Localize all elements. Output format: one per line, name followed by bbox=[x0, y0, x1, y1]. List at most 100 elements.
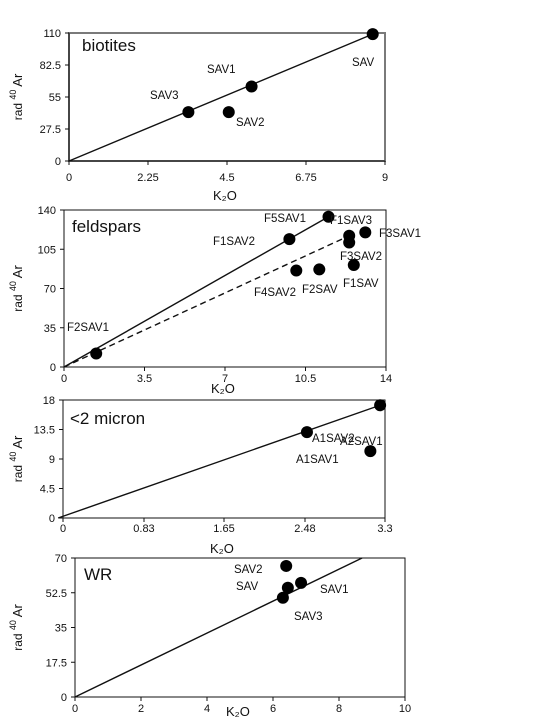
data-point bbox=[374, 399, 387, 412]
data-point bbox=[283, 233, 296, 246]
x-axis-label: K₂O bbox=[226, 704, 250, 719]
y-axis-label: rad 40 Ar bbox=[8, 73, 25, 120]
y-tick-label: 0 bbox=[49, 513, 55, 525]
point-label: SAV2 bbox=[234, 564, 263, 576]
chart-title: feldspars bbox=[72, 217, 141, 236]
x-tick-label: 0.83 bbox=[133, 523, 154, 535]
data-point bbox=[182, 106, 195, 119]
chart-panel-1: 0 27.5 55 82.5 110 0 2.25 4.5 6.75 9 SAV SAV1 SAV3 SA… bbox=[8, 28, 388, 203]
point-label: F2SAV bbox=[302, 284, 338, 296]
chart-panel-2: 0 35 70 105 140 0 3.5 7 10.5 14 F5SAV1 F1SAV2 F1SAV3… bbox=[8, 205, 421, 396]
data-point bbox=[222, 106, 235, 119]
x-tick-label: 4 bbox=[204, 703, 210, 715]
y-tick-label: 4.5 bbox=[40, 484, 55, 496]
point-label: F4SAV2 bbox=[254, 287, 296, 299]
data-point bbox=[359, 226, 372, 239]
x-axis-label: K₂O bbox=[213, 188, 237, 203]
data-point bbox=[343, 236, 356, 249]
x-tick-label: 6 bbox=[270, 703, 276, 715]
x-tick-label: 2.48 bbox=[294, 523, 315, 535]
point-label: A1SAV2 bbox=[312, 433, 355, 445]
y-tick-label: 18 bbox=[43, 395, 55, 407]
chart-title: <2 micron bbox=[70, 409, 145, 428]
point-label: SAV bbox=[352, 57, 374, 69]
x-tick-label: 0 bbox=[72, 703, 78, 715]
x-tick-label: 10.5 bbox=[295, 373, 316, 385]
x-tick-label: 0 bbox=[66, 172, 72, 184]
solid-regression-line bbox=[74, 557, 363, 698]
y-tick-label: 9 bbox=[49, 454, 55, 466]
y-tick-label: 105 bbox=[38, 244, 56, 256]
y-tick-label: 27.5 bbox=[40, 124, 61, 136]
x-tick-label: 10 bbox=[399, 703, 411, 715]
x-tick-label: 8 bbox=[336, 703, 342, 715]
x-axis-label: K₂O bbox=[210, 541, 234, 556]
data-point bbox=[313, 263, 326, 276]
data-point bbox=[245, 80, 258, 93]
x-tick-label: 2.25 bbox=[137, 172, 158, 184]
y-tick-label: 35 bbox=[44, 323, 56, 335]
point-label: F1SAV bbox=[343, 278, 379, 290]
point-label: SAV2 bbox=[236, 117, 265, 129]
y-tick-label: 55 bbox=[49, 92, 61, 104]
y-axis-label: rad 40 Ar bbox=[8, 265, 25, 312]
y-tick-label: 13.5 bbox=[34, 425, 55, 437]
data-point bbox=[295, 576, 308, 589]
x-tick-label: 7 bbox=[222, 373, 228, 385]
y-tick-label: 82.5 bbox=[40, 60, 61, 72]
data-point bbox=[290, 264, 303, 277]
y-tick-label: 70 bbox=[44, 284, 56, 296]
chart-panel-3: 0 4.5 9 13.5 18 0 0.83 1.65 2.48 3.3 A1SAV2 A1SAV1A… bbox=[8, 395, 393, 556]
x-tick-label: 0 bbox=[60, 523, 66, 535]
chart-title: WR bbox=[84, 565, 112, 584]
point-label: F5SAV1 bbox=[264, 213, 306, 225]
point-label: SAV1 bbox=[207, 64, 236, 76]
x-tick-label: 4.5 bbox=[219, 172, 234, 184]
point-label: A2SAV1 bbox=[340, 436, 383, 448]
y-tick-label: 0 bbox=[61, 692, 67, 704]
x-tick-label: 2 bbox=[138, 703, 144, 715]
y-tick-label: 140 bbox=[38, 205, 56, 217]
data-point bbox=[347, 258, 360, 271]
x-tick-label: 6.75 bbox=[295, 172, 316, 184]
data-point bbox=[364, 445, 377, 458]
chart-title: biotites bbox=[82, 36, 136, 55]
plot-frame bbox=[74, 557, 406, 698]
data-point bbox=[322, 210, 335, 223]
x-tick-label: 0 bbox=[61, 373, 67, 385]
chart-panel-4: 0 17.5 35 52.5 70 0 2 4 6 8 10 SAV2 SAV SAV1 SAV3 WR K₂O… bbox=[8, 553, 411, 719]
data-point bbox=[276, 591, 289, 604]
point-label: F1SAV2 bbox=[213, 236, 255, 248]
point-label: SAV3 bbox=[294, 611, 323, 623]
data-point bbox=[281, 581, 294, 594]
x-tick-label: 14 bbox=[380, 373, 392, 385]
x-tick-label: 3.5 bbox=[137, 373, 152, 385]
point-label: F3SAV2 bbox=[340, 251, 382, 263]
solid-regression-line bbox=[57, 404, 381, 519]
y-tick-label: 70 bbox=[55, 553, 67, 565]
point-label: SAV1 bbox=[320, 584, 349, 596]
dashed-regression-line bbox=[63, 235, 350, 368]
y-tick-label: 110 bbox=[43, 28, 61, 40]
x-axis-label: K₂O bbox=[211, 381, 235, 396]
y-tick-label: 52.5 bbox=[46, 588, 67, 600]
point-label: F3SAV1 bbox=[379, 228, 421, 240]
y-tick-label: 0 bbox=[50, 362, 56, 374]
solid-regression-line bbox=[68, 33, 373, 162]
x-tick-label: 9 bbox=[382, 172, 388, 184]
point-label: SAV3 bbox=[150, 90, 179, 102]
point-label: SAV bbox=[236, 581, 258, 593]
data-point bbox=[300, 426, 313, 439]
y-tick-label: 17.5 bbox=[46, 657, 67, 669]
point-label: A1SAV1 bbox=[296, 454, 339, 466]
y-axis-label: rad 40 Ar bbox=[8, 435, 25, 482]
x-tick-label: 3.3 bbox=[377, 523, 392, 535]
data-point bbox=[90, 347, 103, 360]
x-tick-label: 1.65 bbox=[213, 523, 234, 535]
y-axis-label: rad 40 Ar bbox=[8, 604, 25, 651]
point-label: F2SAV1 bbox=[67, 322, 109, 334]
y-tick-label: 0 bbox=[55, 156, 61, 168]
data-point bbox=[366, 28, 379, 41]
